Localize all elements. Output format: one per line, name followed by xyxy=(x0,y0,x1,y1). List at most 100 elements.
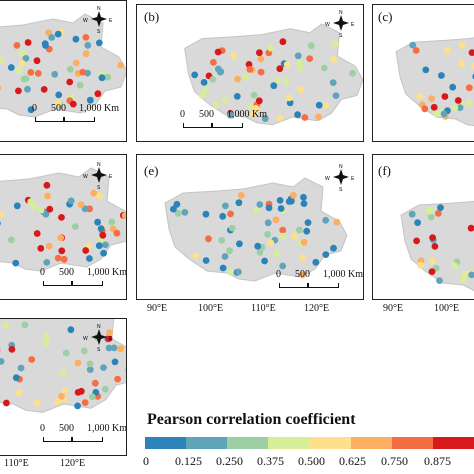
scale-bar-line xyxy=(211,123,243,128)
station-dot xyxy=(170,205,177,213)
station-dot xyxy=(113,229,121,237)
station-dot xyxy=(283,61,291,68)
station-dot xyxy=(110,344,118,352)
station-dot xyxy=(428,95,435,102)
station-dot xyxy=(330,244,337,252)
station-dot xyxy=(234,75,241,83)
station-dot xyxy=(72,59,80,67)
station-dot xyxy=(76,81,84,89)
station-dot xyxy=(306,55,314,62)
station-dot xyxy=(416,93,423,100)
station-dot xyxy=(438,72,445,79)
station-dot xyxy=(82,247,90,254)
station-dot xyxy=(210,59,217,66)
station-dot xyxy=(459,276,467,284)
map-c xyxy=(395,37,474,127)
station-dot xyxy=(90,189,98,197)
station-dot xyxy=(467,224,474,232)
station-dot xyxy=(286,99,294,107)
station-dot xyxy=(277,205,285,212)
station-dot xyxy=(300,239,308,246)
station-dot xyxy=(30,203,37,210)
station-dot xyxy=(191,71,199,79)
station-dot xyxy=(465,99,473,107)
station-dot xyxy=(265,204,273,212)
lon-tick: 90°E xyxy=(383,303,404,314)
region-shape xyxy=(164,177,348,282)
station-dot xyxy=(307,42,315,50)
lon-tick: 110°E xyxy=(251,303,276,314)
compass-north-label: N xyxy=(97,6,101,12)
station-dot xyxy=(82,34,90,41)
station-dot xyxy=(430,103,438,111)
station-dot xyxy=(433,110,440,118)
station-dot xyxy=(320,64,328,72)
station-dot xyxy=(0,85,2,91)
station-dot xyxy=(414,219,421,226)
station-dot xyxy=(454,97,462,104)
station-dot xyxy=(304,219,312,226)
station-dot xyxy=(13,202,21,210)
station-dot xyxy=(108,218,116,226)
compass-west-label: W xyxy=(325,176,330,182)
station-dot xyxy=(12,259,20,267)
station-dot xyxy=(71,223,79,230)
legend-label: 0.375 xyxy=(257,454,284,468)
legend-swatch xyxy=(145,437,187,449)
station-dot xyxy=(202,86,210,94)
panel-e: N S E W (e) 0 500 1,000 Km xyxy=(136,154,364,300)
scale-label-mid: 500 xyxy=(59,423,74,434)
station-dot xyxy=(465,84,473,92)
station-dot xyxy=(28,356,36,363)
panel-label: (f) xyxy=(377,163,392,179)
legend-label: 0 xyxy=(143,454,149,468)
compass-south-label: S xyxy=(97,185,101,191)
station-dot xyxy=(434,210,442,217)
station-dot xyxy=(256,49,263,57)
station-dot xyxy=(104,73,112,81)
legend-swatch xyxy=(268,437,310,449)
compass-north-label: N xyxy=(97,162,101,168)
station-dot xyxy=(37,206,45,214)
station-dot xyxy=(15,67,23,74)
station-dot xyxy=(34,70,42,77)
lon-tick: 100°E xyxy=(434,303,460,314)
station-dot xyxy=(427,213,435,221)
station-dot xyxy=(349,69,356,77)
legend-swatch xyxy=(309,437,351,449)
station-dot xyxy=(40,86,48,93)
station-dot xyxy=(315,101,323,109)
station-dot xyxy=(86,96,94,104)
station-dot xyxy=(8,345,16,353)
station-dot xyxy=(429,234,436,241)
station-dot xyxy=(72,35,80,43)
station-dot xyxy=(301,114,309,121)
station-dot xyxy=(436,277,443,284)
station-dot xyxy=(94,90,102,98)
legend-label: 0.750 xyxy=(381,454,408,468)
station-dot xyxy=(257,68,265,76)
station-dot xyxy=(330,56,338,63)
compass-east-label: E xyxy=(351,176,355,182)
scale-label-mid: 500 xyxy=(199,109,214,120)
station-dot xyxy=(61,387,69,394)
station-dot xyxy=(12,374,20,382)
station-dot xyxy=(15,389,23,397)
scale-label-zero: 0 xyxy=(276,269,281,280)
station-dot xyxy=(267,44,275,52)
station-dot xyxy=(55,91,63,99)
station-dot xyxy=(322,102,330,109)
station-dot xyxy=(27,69,35,76)
map-a: N S E W xyxy=(0,6,126,118)
station-dot xyxy=(333,218,341,226)
station-dot xyxy=(13,42,21,49)
legend-swatch xyxy=(186,437,228,449)
station-dot xyxy=(17,364,25,372)
station-dot xyxy=(451,104,459,112)
scale-label-mid: 500 xyxy=(295,269,310,280)
station-dot xyxy=(246,66,254,73)
station-dot xyxy=(202,257,210,264)
station-dot xyxy=(174,209,182,217)
compass-south-label: S xyxy=(97,347,101,353)
station-dot xyxy=(77,387,85,395)
